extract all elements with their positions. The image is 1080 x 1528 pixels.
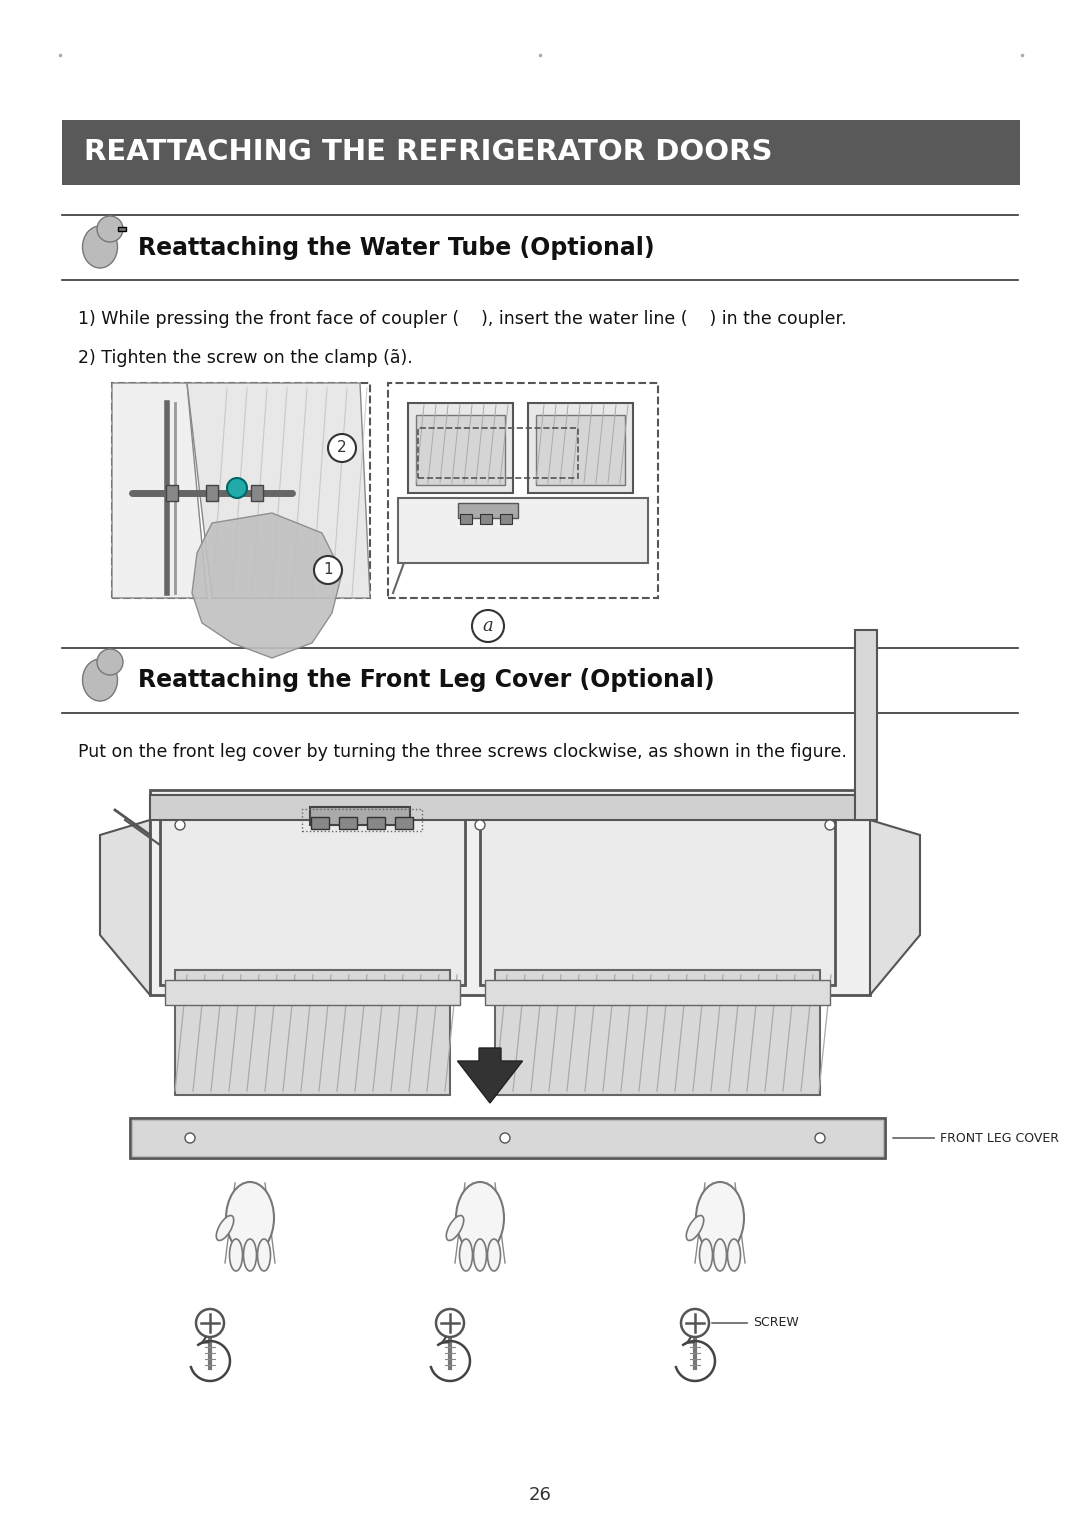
Bar: [165, 979, 460, 1005]
Bar: [160, 814, 465, 986]
Polygon shape: [192, 513, 342, 659]
Circle shape: [815, 1132, 825, 1143]
Text: 2: 2: [337, 440, 347, 455]
Bar: [150, 795, 870, 821]
Circle shape: [825, 821, 835, 830]
Ellipse shape: [459, 1239, 473, 1271]
Bar: [528, 403, 633, 494]
Text: Reattaching the Front Leg Cover (Optional): Reattaching the Front Leg Cover (Optiona…: [138, 669, 715, 692]
Polygon shape: [187, 384, 370, 597]
Bar: [480, 513, 492, 524]
Bar: [130, 1118, 885, 1158]
Text: 1: 1: [323, 562, 333, 578]
Bar: [500, 513, 512, 524]
Bar: [855, 630, 877, 821]
Bar: [175, 970, 450, 1096]
Ellipse shape: [714, 1239, 727, 1271]
Circle shape: [227, 478, 247, 498]
FancyArrow shape: [118, 228, 126, 231]
Bar: [480, 814, 835, 986]
Polygon shape: [870, 821, 920, 995]
Ellipse shape: [473, 1239, 486, 1271]
Ellipse shape: [216, 1215, 233, 1241]
Bar: [460, 513, 472, 524]
Text: FRONT LEG COVER: FRONT LEG COVER: [893, 1132, 1059, 1144]
Text: 2) Tighten the screw on the clamp (ã).: 2) Tighten the screw on the clamp (ã).: [78, 348, 413, 367]
Text: Reattaching the Water Tube (Optional): Reattaching the Water Tube (Optional): [138, 235, 654, 260]
Circle shape: [475, 821, 485, 830]
Bar: [418, 428, 578, 478]
Bar: [112, 384, 370, 597]
Ellipse shape: [456, 1183, 504, 1254]
Ellipse shape: [487, 1239, 500, 1271]
Circle shape: [500, 1132, 510, 1143]
Polygon shape: [112, 384, 207, 597]
Bar: [388, 384, 658, 597]
Circle shape: [195, 1309, 224, 1337]
Circle shape: [175, 821, 185, 830]
Polygon shape: [100, 821, 150, 995]
Ellipse shape: [696, 1183, 744, 1254]
Bar: [311, 817, 329, 830]
Circle shape: [97, 649, 123, 675]
Circle shape: [314, 556, 342, 584]
Bar: [408, 403, 513, 494]
Bar: [395, 817, 413, 830]
Bar: [166, 484, 178, 501]
Circle shape: [328, 434, 356, 461]
Text: a: a: [483, 617, 494, 636]
Ellipse shape: [82, 226, 118, 267]
Text: Put on the front leg cover by turning the three screws clockwise, as shown in th: Put on the front leg cover by turning th…: [78, 743, 847, 761]
Circle shape: [436, 1309, 464, 1337]
Ellipse shape: [257, 1239, 270, 1271]
Bar: [150, 790, 870, 995]
Ellipse shape: [700, 1239, 713, 1271]
Ellipse shape: [82, 659, 118, 701]
Bar: [485, 979, 831, 1005]
Ellipse shape: [446, 1215, 463, 1241]
Ellipse shape: [226, 1183, 274, 1254]
Bar: [339, 817, 357, 830]
Bar: [367, 817, 384, 830]
Ellipse shape: [728, 1239, 741, 1271]
Ellipse shape: [243, 1239, 257, 1271]
Bar: [132, 1120, 883, 1157]
Circle shape: [185, 1132, 195, 1143]
Text: REATTACHING THE REFRIGERATOR DOORS: REATTACHING THE REFRIGERATOR DOORS: [84, 139, 772, 167]
Circle shape: [97, 215, 123, 241]
Bar: [458, 503, 518, 518]
Bar: [62, 121, 1020, 185]
Ellipse shape: [686, 1215, 704, 1241]
Text: 1) While pressing the front face of coupler (    ), insert the water line (    ): 1) While pressing the front face of coup…: [78, 310, 847, 329]
Bar: [251, 484, 264, 501]
Bar: [399, 498, 648, 562]
Circle shape: [472, 610, 504, 642]
Ellipse shape: [229, 1239, 243, 1271]
FancyArrow shape: [458, 1048, 523, 1103]
Circle shape: [681, 1309, 708, 1337]
Bar: [310, 807, 410, 825]
Bar: [536, 416, 625, 484]
Bar: [416, 416, 505, 484]
Bar: [206, 484, 218, 501]
Bar: [302, 808, 422, 831]
Bar: [495, 970, 820, 1096]
Text: 26: 26: [528, 1487, 552, 1504]
Text: SCREW: SCREW: [712, 1317, 799, 1329]
